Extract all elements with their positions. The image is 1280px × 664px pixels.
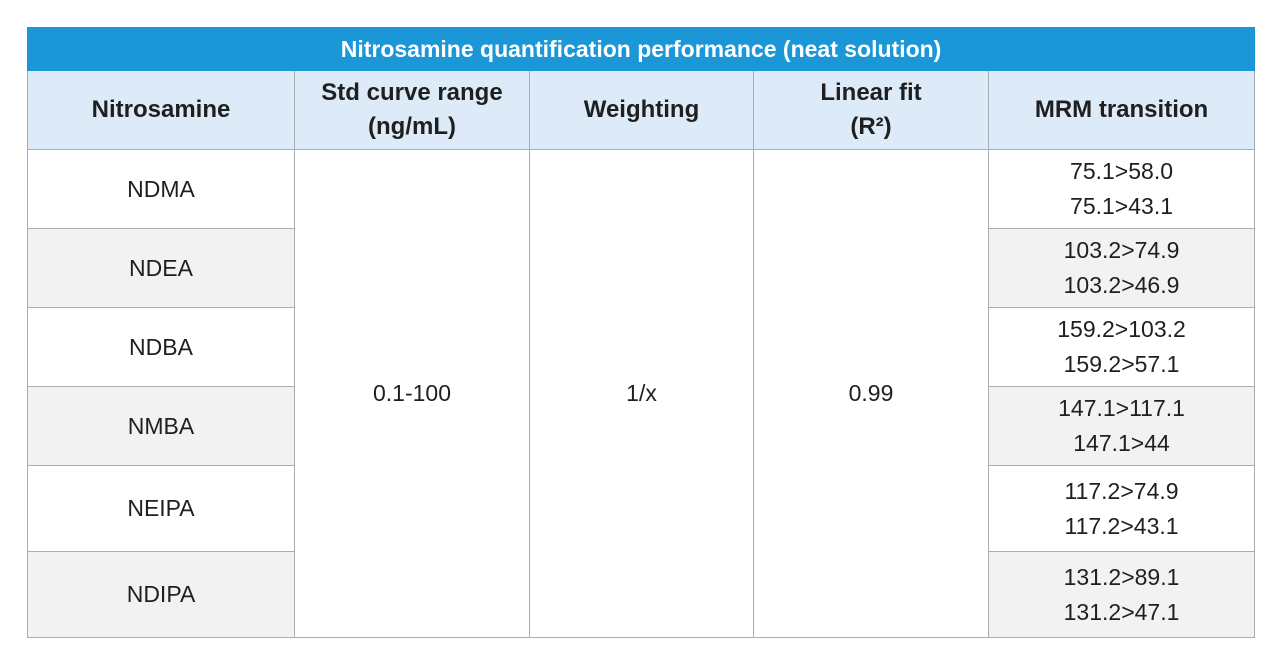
table-row: NDIPA 131.2>89.1 131.2>47.1 — [27, 551, 1256, 638]
mrm-transition-2: 147.1>44 — [1073, 430, 1170, 456]
header-std-curve-line1: Std curve range — [321, 79, 503, 106]
mrm-cell: 131.2>89.1 131.2>47.1 — [987, 551, 1256, 638]
mrm-transition-1: 159.2>103.2 — [1057, 316, 1186, 342]
mrm-transition-1: 75.1>58.0 — [1070, 158, 1174, 184]
nitrosamine-cell: NDEA — [27, 228, 295, 308]
header-mrm-transition: MRM transition — [987, 70, 1256, 150]
table-row: NDMA 0.1-100 1/x 0.99 75.1>58.0 75.1>43.… — [27, 149, 1256, 638]
table-row: NDEA 103.2>74.9 103.2>46.9 — [27, 228, 1256, 308]
nitrosamine-cell: NDBA — [27, 307, 295, 387]
weighting-cell: 1/x — [529, 149, 754, 638]
table-row: NEIPA 117.2>74.9 117.2>43.1 — [27, 465, 1256, 552]
mrm-transition-2: 117.2>43.1 — [1064, 512, 1179, 539]
nitrosamine-cell: NDIPA — [27, 551, 295, 638]
mrm-transition-2: 75.1>43.1 — [1070, 193, 1174, 219]
mrm-cell: 159.2>103.2 159.2>57.1 — [987, 307, 1256, 387]
header-row: Nitrosamine Std curve range (ng/mL) Weig… — [27, 70, 1256, 150]
nitrosamine-cell: NDMA — [27, 149, 295, 229]
nitrosamine-cell: NMBA — [27, 386, 295, 466]
header-std-curve-line2: (ng/mL) — [368, 113, 456, 140]
mrm-transition-1: 117.2>74.9 — [1064, 477, 1179, 504]
header-std-curve-range: Std curve range (ng/mL) — [294, 70, 530, 150]
header-linear-fit-line2: (R²) — [850, 113, 892, 140]
mrm-transition-1: 103.2>74.9 — [1063, 237, 1180, 263]
header-nitrosamine: Nitrosamine — [27, 70, 295, 150]
mrm-transition-2: 159.2>57.1 — [1063, 351, 1180, 377]
table-container: Nitrosamine quantification performance (… — [26, 27, 1256, 638]
header-weighting: Weighting — [529, 70, 754, 150]
mrm-cell: 103.2>74.9 103.2>46.9 — [987, 228, 1256, 308]
nitrosamine-cell: NEIPA — [27, 465, 295, 552]
mrm-transition-1: 131.2>89.1 — [1063, 563, 1180, 590]
nitrosamine-table: Nitrosamine quantification performance (… — [26, 27, 1256, 638]
header-linear-fit-line1: Linear fit — [820, 79, 922, 106]
mrm-transition-1: 147.1>117.1 — [1058, 395, 1185, 421]
std-curve-range-cell: 0.1-100 — [294, 149, 530, 638]
header-linear-fit: Linear fit (R²) — [753, 70, 989, 150]
mrm-cell: 117.2>74.9 117.2>43.1 — [987, 465, 1256, 552]
table-title: Nitrosamine quantification performance (… — [26, 27, 1256, 71]
linear-fit-cell: 0.99 — [753, 149, 989, 638]
mrm-transition-2: 131.2>47.1 — [1063, 598, 1180, 625]
table-row: NMBA 147.1>117.1 147.1>44 — [27, 386, 1256, 466]
mrm-cell: 75.1>58.0 75.1>43.1 — [987, 149, 1256, 229]
mrm-transition-2: 103.2>46.9 — [1063, 272, 1180, 298]
mrm-cell: 147.1>117.1 147.1>44 — [987, 386, 1256, 466]
